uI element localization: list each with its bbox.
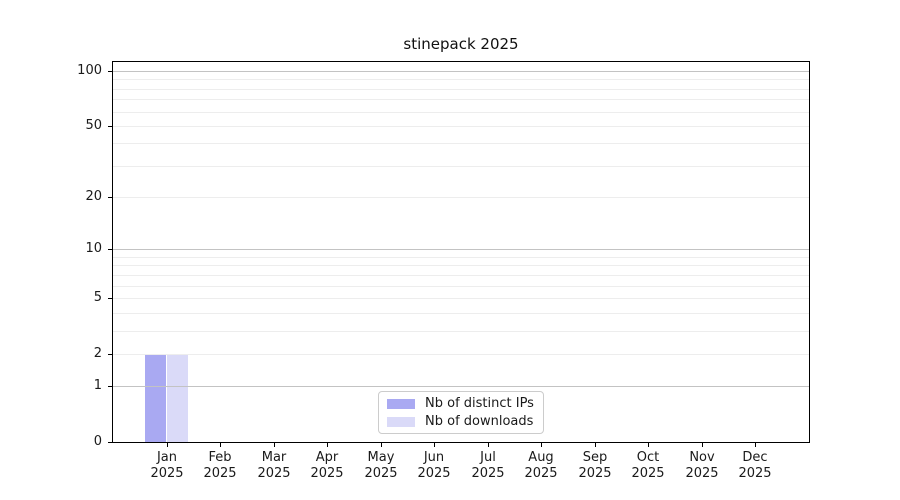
gridline-minor <box>113 126 809 127</box>
gridline-minor <box>113 313 809 314</box>
gridline-minor <box>113 298 809 299</box>
x-tick-label: Jan 2025 <box>127 450 207 482</box>
gridline-minor <box>113 99 809 100</box>
legend-swatch-distinct-ips <box>387 398 415 409</box>
bar-downloads-jan <box>166 353 188 442</box>
y-tick-mark <box>108 249 112 250</box>
y-tick-mark <box>108 126 112 127</box>
x-tick-month: Dec <box>742 450 768 465</box>
x-tick-label: Jul 2025 <box>448 450 528 482</box>
y-tick-mark <box>108 197 112 198</box>
x-tick-year: 2025 <box>738 466 772 481</box>
x-tick-label: Apr 2025 <box>287 450 367 482</box>
gridline-minor <box>113 79 809 80</box>
x-tick-month: Jun <box>423 450 445 465</box>
y-tick-mark <box>108 298 112 299</box>
plot-area <box>112 61 810 443</box>
y-tick-label: 10 <box>85 241 102 256</box>
x-tick-year: 2025 <box>524 466 558 481</box>
y-tick-label: 100 <box>77 63 102 78</box>
x-tick-month: Mar <box>261 450 287 465</box>
y-tick-mark <box>108 442 112 443</box>
y-tick-label: 1 <box>93 378 102 393</box>
x-tick-mark <box>167 443 168 447</box>
x-tick-month: Sep <box>582 450 608 465</box>
gridline-minor <box>113 286 809 287</box>
gridline-minor <box>113 354 809 355</box>
gridline-decade <box>113 386 809 387</box>
gridline-minor <box>113 275 809 276</box>
gridline-decade <box>113 71 809 72</box>
x-tick-month: Aug <box>528 450 554 465</box>
gridline-minor <box>113 331 809 332</box>
x-tick-year: 2025 <box>364 466 398 481</box>
x-tick-mark <box>648 443 649 447</box>
bar-distinct-ips-jan <box>145 353 167 442</box>
x-tick-mark <box>381 443 382 447</box>
x-tick-label: Oct 2025 <box>608 450 688 482</box>
y-tick-mark <box>108 386 112 387</box>
legend: Nb of distinct IPs Nb of downloads <box>378 391 544 434</box>
x-tick-label: Feb 2025 <box>180 450 260 482</box>
x-tick-mark <box>595 443 596 447</box>
y-tick-mark <box>108 354 112 355</box>
x-tick-year: 2025 <box>257 466 291 481</box>
gridline-minor <box>113 257 809 258</box>
gridline-minor <box>113 265 809 266</box>
legend-item-distinct-ips: Nb of distinct IPs <box>387 396 535 411</box>
gridline-minor <box>113 166 809 167</box>
x-tick-label: Nov 2025 <box>662 450 742 482</box>
x-tick-month: Jul <box>480 450 496 465</box>
x-tick-year: 2025 <box>203 466 237 481</box>
y-tick-label: 20 <box>85 189 102 204</box>
x-tick-label: Jun 2025 <box>394 450 474 482</box>
gridline-minor <box>113 197 809 198</box>
y-tick-label: 2 <box>93 346 102 361</box>
x-tick-label: Sep 2025 <box>555 450 635 482</box>
x-tick-mark <box>702 443 703 447</box>
x-tick-month: Oct <box>636 450 660 465</box>
x-tick-year: 2025 <box>471 466 505 481</box>
y-tick-label: 50 <box>85 118 102 133</box>
x-tick-mark <box>488 443 489 447</box>
gridline-minor <box>113 112 809 113</box>
x-tick-mark <box>755 443 756 447</box>
x-tick-label: Aug 2025 <box>501 450 581 482</box>
chart-title: stinepack 2025 <box>403 35 519 53</box>
x-tick-year: 2025 <box>631 466 665 481</box>
x-tick-year: 2025 <box>578 466 612 481</box>
x-tick-year: 2025 <box>150 466 184 481</box>
x-tick-month: Nov <box>689 450 715 465</box>
y-tick-label: 0 <box>93 434 102 449</box>
x-tick-mark <box>541 443 542 447</box>
gridline-minor <box>113 143 809 144</box>
gridline-minor <box>113 89 809 90</box>
x-tick-mark <box>274 443 275 447</box>
y-tick-mark <box>108 71 112 72</box>
legend-label-downloads: Nb of downloads <box>425 414 534 429</box>
y-tick-label: 5 <box>93 290 102 305</box>
x-tick-year: 2025 <box>310 466 344 481</box>
x-tick-month: May <box>367 450 395 465</box>
x-tick-mark <box>327 443 328 447</box>
x-tick-label: May 2025 <box>341 450 421 482</box>
legend-item-downloads: Nb of downloads <box>387 414 535 429</box>
x-tick-month: Jan <box>156 450 178 465</box>
x-tick-year: 2025 <box>685 466 719 481</box>
gridline-decade <box>113 249 809 250</box>
x-tick-year: 2025 <box>417 466 451 481</box>
x-tick-mark <box>434 443 435 447</box>
x-tick-label: Mar 2025 <box>234 450 314 482</box>
x-tick-month: Feb <box>208 450 232 465</box>
legend-label-distinct-ips: Nb of distinct IPs <box>425 396 534 411</box>
legend-swatch-downloads <box>387 416 415 427</box>
x-tick-mark <box>220 443 221 447</box>
x-tick-month: Apr <box>315 450 339 465</box>
x-tick-label: Dec 2025 <box>715 450 795 482</box>
